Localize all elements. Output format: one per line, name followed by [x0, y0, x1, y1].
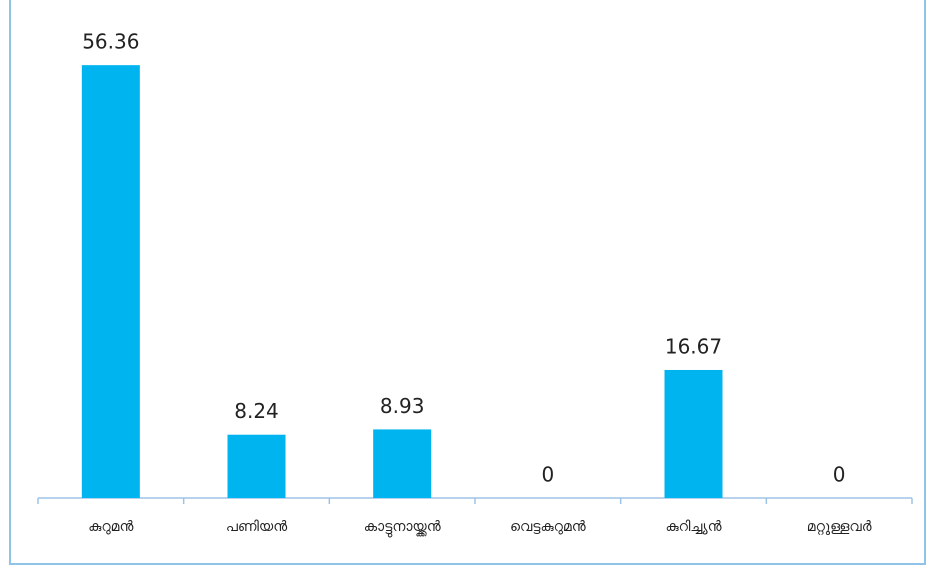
bar [664, 369, 723, 498]
bar [81, 65, 140, 498]
x-tick-label: കാട്ടുനായ്ക്കൻ [364, 519, 441, 538]
bar [373, 429, 432, 498]
x-tick-label: വെട്ടകുറുമൻ [510, 519, 586, 535]
x-tick-label: കുറിച്ച്യൻ [665, 519, 721, 535]
chart-frame [9, 0, 926, 565]
x-tick-label: മറ്റുള്ളവർ [807, 519, 872, 536]
data-label: 8.24 [234, 399, 279, 423]
x-tick-label: പണിയൻ [226, 519, 287, 535]
data-label: 8.93 [380, 394, 425, 418]
data-label: 0 [541, 463, 554, 487]
bar [227, 434, 286, 498]
data-label: 56.36 [82, 30, 139, 54]
data-label: 0 [833, 463, 846, 487]
x-tick-label: കുറുമൻ [88, 519, 133, 535]
data-label: 16.67 [665, 334, 722, 358]
